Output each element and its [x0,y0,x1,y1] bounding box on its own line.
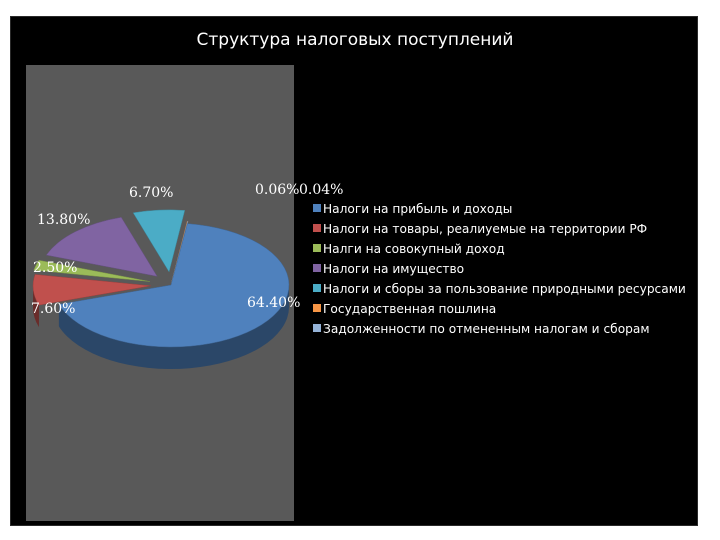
legend-label: Задолженности по отмененным налогам и сб… [323,322,650,336]
legend-swatch [313,244,321,252]
legend-label: Налоги и сборы за пользование природными… [323,282,686,296]
legend-label: Налоги на товары, реалиуемые на территор… [323,222,647,236]
pie-slice [132,209,186,273]
data-labels: 64.40% 7.60% 2.50% 13.80% 6.70% 0.06% 0.04% [31,182,343,317]
legend-item: Государственная пошлина [313,302,496,316]
pie-slice-top [45,217,158,277]
pie-slice [33,259,150,282]
data-label: 0.06% [255,182,299,198]
legend-item: Налоги и сборы за пользование природными… [313,282,686,296]
legend-item: Налги на совокупный доход [313,242,505,256]
legend-label: Государственная пошлина [323,302,496,316]
legend-swatch [313,204,321,212]
pie-slice [45,217,158,277]
data-label: 64.40% [247,295,300,311]
data-label: 7.60% [31,301,75,317]
pie-slice-top [132,209,186,273]
slide: Структура налоговых поступлений 64.40% 7.… [10,16,698,526]
legend-swatch [313,224,321,232]
legend-swatch [313,284,321,292]
legend-label: Налги на совокупный доход [323,242,505,256]
pie-slice-top [33,259,150,282]
legend-swatch [313,324,321,332]
pie-slice [58,223,290,370]
pie-slices [32,209,290,370]
pie-slice-top [32,274,152,306]
pie-slice [32,274,152,328]
legend-item: Налоги на товары, реалиуемые на территор… [313,222,647,236]
data-label: 2.50% [33,260,77,276]
legend-label: Налоги на прибыль и доходы [323,202,512,216]
legend-item: Налоги на прибыль и доходы [313,202,512,216]
pie-slice-side [58,285,289,370]
data-label: 0.04% [299,182,343,198]
data-label: 6.70% [129,185,173,201]
pie-chart: Структура налоговых поступлений 64.40% 7.… [26,30,686,521]
legend-label: Налоги на имущество [323,262,464,276]
legend-swatch [313,264,321,272]
legend-item: Задолженности по отмененным налогам и сб… [313,322,650,336]
legend: Налоги на прибыль и доходы Налоги на това… [313,202,686,336]
legend-swatch [313,304,321,312]
chart-title: Структура налоговых поступлений [197,30,514,50]
pie-slice-top [58,223,290,348]
legend-item: Налоги на имущество [313,262,464,276]
data-label: 13.80% [37,212,90,228]
